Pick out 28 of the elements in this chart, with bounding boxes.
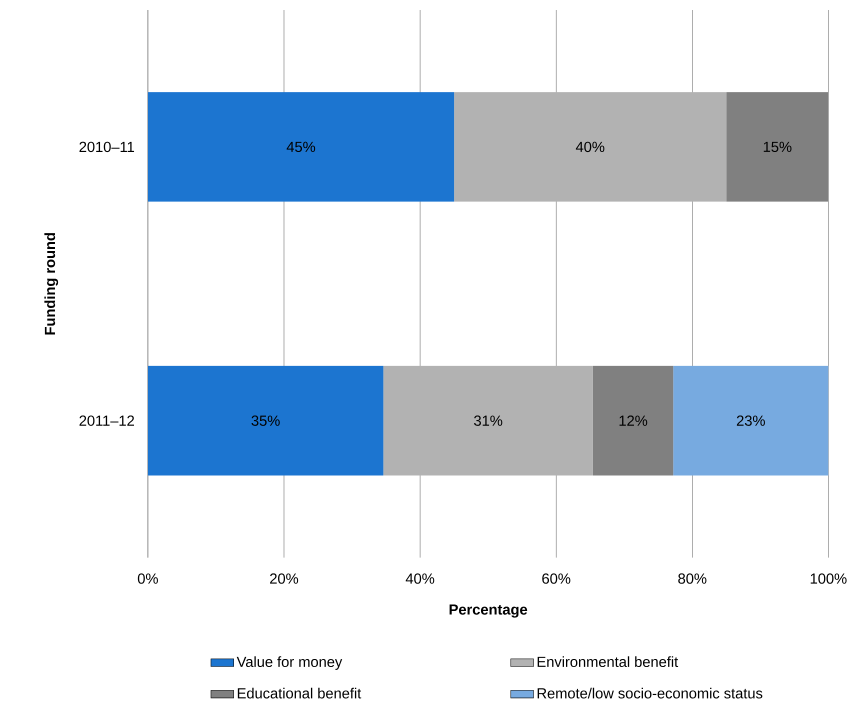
legend-label: Remote/low socio-economic status	[538, 688, 762, 698]
data-label: 35%	[252, 415, 280, 426]
x-tick-label: 20%	[270, 573, 298, 584]
legend-label: Environmental benefit	[538, 656, 678, 667]
data-label: 15%	[764, 142, 792, 152]
bar	[148, 92, 454, 202]
bar	[148, 366, 384, 476]
x-axis-title: Percentage	[450, 604, 528, 618]
x-tick-label: 100%	[810, 573, 847, 584]
x-tick-label: 0%	[138, 573, 158, 584]
x-tick-label: 40%	[406, 573, 434, 584]
data-label: 40%	[576, 141, 604, 152]
bar	[454, 92, 726, 202]
data-label: 31%	[474, 415, 502, 426]
data-label: 12%	[620, 415, 648, 426]
data-label: 45%	[286, 142, 316, 152]
bar	[673, 366, 828, 476]
x-tick-label: 60%	[542, 573, 570, 584]
bar	[592, 366, 674, 476]
legend-label: Value for money	[236, 656, 342, 670]
bar	[383, 366, 593, 476]
data-label: 23%	[736, 415, 765, 426]
legend-label: Educational benefit	[238, 688, 362, 698]
x-tick-label: 80%	[678, 573, 706, 584]
y-axis-title: Funding round	[44, 232, 58, 334]
y-tick-label: 2011–12	[80, 415, 134, 426]
y-tick-label: 2010–11	[80, 142, 134, 152]
bar	[726, 92, 828, 202]
